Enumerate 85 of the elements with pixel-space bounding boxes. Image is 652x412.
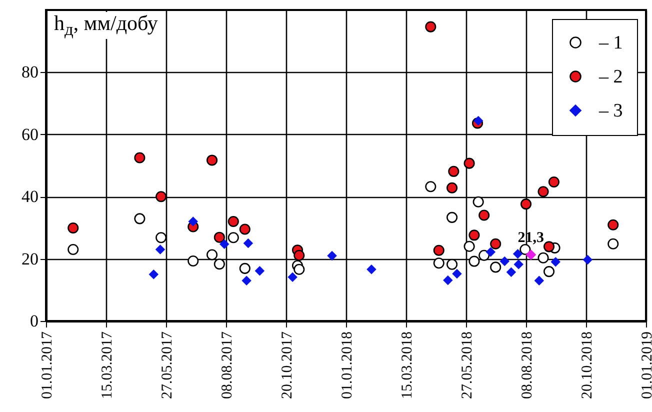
y-tick-label: 0 <box>30 312 38 330</box>
point <box>254 266 265 276</box>
x-tick-label: 27.05.2018 <box>460 332 476 399</box>
point <box>478 250 490 261</box>
x-tick-label: 01.01.2018 <box>340 332 356 399</box>
point <box>446 212 458 223</box>
point <box>472 196 484 208</box>
x-tick-label: 20.10.2017 <box>280 331 296 399</box>
point <box>294 250 305 261</box>
point <box>239 224 250 235</box>
point <box>543 266 555 278</box>
x-tick-label: 15.03.2017 <box>100 331 116 399</box>
x-tick-label: 27.05.2017 <box>160 331 176 399</box>
point <box>490 238 502 250</box>
point <box>534 276 544 286</box>
point <box>608 238 619 250</box>
point <box>188 216 198 226</box>
point <box>548 176 560 188</box>
point <box>156 191 167 202</box>
point <box>214 258 225 270</box>
point <box>219 239 230 250</box>
point <box>478 210 490 221</box>
point <box>68 222 79 234</box>
point <box>446 258 458 270</box>
point <box>543 241 555 252</box>
x-tick-label: 15.03.2018 <box>400 332 416 399</box>
point <box>134 152 146 164</box>
point <box>452 268 462 279</box>
point <box>188 255 199 266</box>
point <box>243 238 254 248</box>
y-tick-label: 20 <box>22 249 38 268</box>
point <box>68 244 79 255</box>
y-axis-title: h$_{д}$, мм/добу <box>54 11 158 40</box>
point <box>506 267 516 278</box>
point <box>228 232 239 244</box>
point <box>538 186 549 198</box>
point <box>446 182 458 194</box>
legend-label: – 1 <box>598 32 623 54</box>
point <box>514 260 524 270</box>
point <box>473 116 484 126</box>
point <box>468 230 480 241</box>
point <box>490 262 502 273</box>
point <box>468 256 480 267</box>
point <box>288 272 298 282</box>
point <box>206 249 218 260</box>
point <box>242 276 252 286</box>
point <box>582 254 593 265</box>
point <box>156 232 167 244</box>
x-tick-label: 08.08.2018 <box>520 332 536 399</box>
legend-label: – 3 <box>598 100 623 122</box>
point <box>486 247 496 257</box>
point <box>327 250 337 261</box>
point <box>148 269 159 280</box>
point <box>433 244 444 256</box>
point <box>448 166 460 177</box>
y-tick-label: 40 <box>22 187 38 206</box>
point <box>500 256 510 266</box>
point <box>206 154 218 166</box>
point <box>608 219 619 230</box>
x-tick-label: 08.08.2017 <box>220 331 236 399</box>
y-tick-label: 80 <box>22 62 38 82</box>
point <box>228 216 239 227</box>
point <box>526 250 536 260</box>
y-tick-label: 60 <box>22 124 38 144</box>
point <box>425 21 436 32</box>
point <box>550 257 560 267</box>
x-tick-label: 20.10.2018 <box>580 332 596 399</box>
point <box>512 248 523 259</box>
point <box>464 240 475 252</box>
point <box>366 264 376 274</box>
point <box>433 258 444 269</box>
point <box>155 244 166 254</box>
point <box>443 275 453 286</box>
point <box>520 198 532 210</box>
point <box>134 213 146 224</box>
point <box>239 262 250 274</box>
point <box>425 181 436 192</box>
x-tick-label: 01.01.2017 <box>40 331 56 399</box>
point <box>464 158 475 169</box>
legend-label: – 2 <box>598 66 623 88</box>
point <box>214 232 225 243</box>
x-tick-label: 01.01.2019 <box>640 332 652 399</box>
point <box>520 244 531 255</box>
point <box>538 252 549 264</box>
point <box>294 264 305 275</box>
